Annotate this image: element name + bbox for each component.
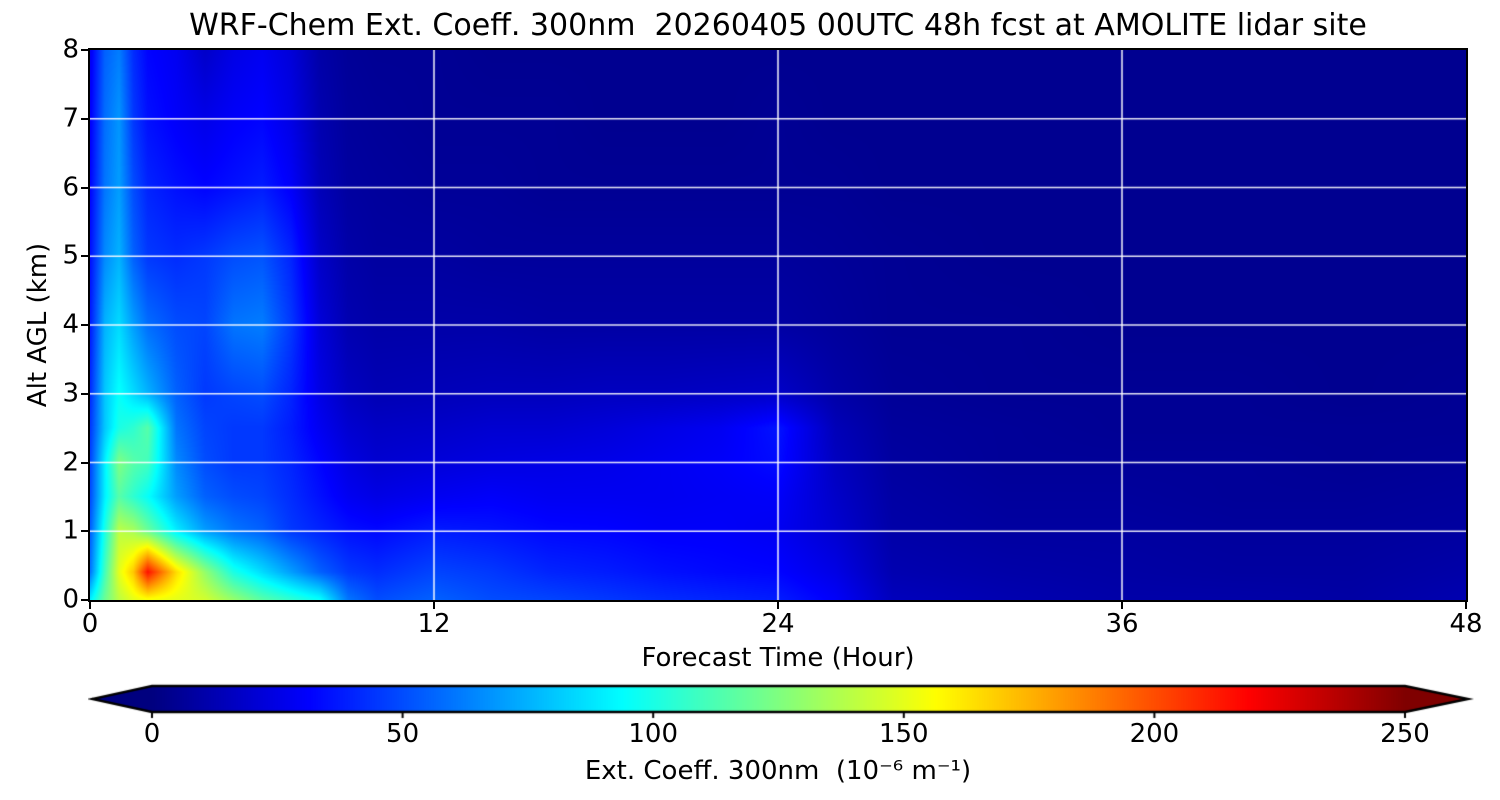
x-tick-label: 12 bbox=[417, 609, 451, 639]
y-tick-label: 8 bbox=[62, 34, 79, 65]
plot-area bbox=[88, 48, 1468, 602]
y-tick-mark bbox=[81, 117, 88, 120]
y-tick-label: 6 bbox=[62, 172, 79, 203]
y-tick-label: 7 bbox=[62, 103, 79, 134]
x-tick-mark bbox=[89, 602, 91, 609]
colorbar-tick-label: 50 bbox=[386, 719, 420, 749]
y-tick-mark bbox=[81, 186, 88, 189]
x-tick-label: 24 bbox=[761, 609, 795, 639]
y-tick-label: 0 bbox=[62, 584, 79, 615]
colorbar-label: Ext. Coeff. 300nm (10⁻⁶ m⁻¹) bbox=[584, 756, 972, 786]
y-tick-mark bbox=[81, 461, 88, 464]
y-tick-mark bbox=[81, 255, 88, 258]
colorbar-tick-label: 0 bbox=[143, 719, 161, 749]
x-tick-mark bbox=[433, 602, 435, 609]
figure-title: WRF-Chem Ext. Coeff. 300nm 20260405 00UT… bbox=[189, 8, 1367, 43]
y-tick-mark bbox=[81, 392, 88, 395]
colorbar-tick-label: 100 bbox=[628, 719, 679, 749]
colorbar-tick-label: 150 bbox=[878, 719, 929, 749]
y-tick-label: 3 bbox=[62, 378, 79, 409]
x-tick-mark bbox=[1121, 602, 1123, 609]
x-tick-label: 48 bbox=[1449, 609, 1483, 639]
y-tick-label: 5 bbox=[62, 240, 79, 271]
x-tick-mark bbox=[1465, 602, 1467, 609]
y-tick-label: 2 bbox=[62, 447, 79, 478]
y-tick-label: 1 bbox=[62, 515, 79, 546]
y-tick-mark bbox=[81, 49, 88, 51]
y-tick-label: 4 bbox=[62, 309, 79, 340]
x-axis-label: Forecast Time (Hour) bbox=[641, 643, 915, 673]
x-tick-label: 0 bbox=[81, 609, 99, 639]
x-tick-label: 36 bbox=[1105, 609, 1139, 639]
y-tick-mark bbox=[81, 599, 88, 601]
colorbar-canvas bbox=[88, 682, 1474, 722]
y-tick-mark bbox=[81, 530, 88, 533]
x-tick-mark bbox=[777, 602, 779, 609]
heatmap-canvas bbox=[90, 50, 1466, 600]
colorbar-tick-label: 200 bbox=[1129, 719, 1180, 749]
y-tick-mark bbox=[81, 324, 88, 326]
colorbar-tick-label: 250 bbox=[1380, 719, 1430, 749]
